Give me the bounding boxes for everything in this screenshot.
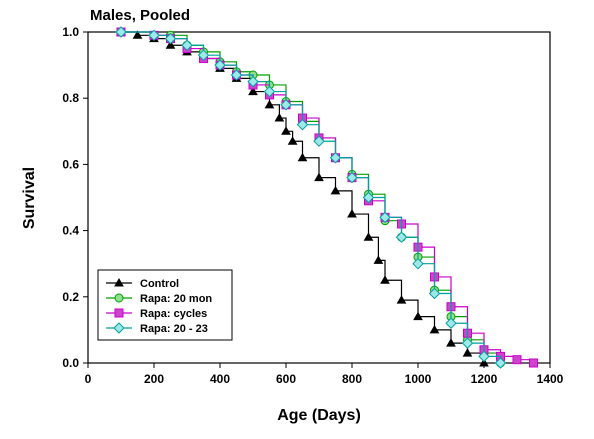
data-point <box>313 135 325 147</box>
data-point <box>230 69 243 81</box>
data-point <box>164 32 177 45</box>
data-point <box>346 171 358 184</box>
plot-area-frame <box>87 31 551 364</box>
chart-title: Males, Pooled <box>90 7 190 24</box>
y-tick-label: 0.4 <box>62 224 79 238</box>
legend-label: Rapa: cycles <box>140 308 207 320</box>
data-point <box>296 118 309 131</box>
data-point <box>248 86 258 96</box>
data-point <box>395 231 408 243</box>
legend-marker <box>114 277 124 287</box>
data-point <box>263 85 276 98</box>
legend-item: Rapa: cycles <box>106 308 207 320</box>
data-point <box>165 40 176 49</box>
y-tick-label: 1.0 <box>62 25 79 39</box>
data-point <box>429 324 440 334</box>
legend: Control Rapa: 20 mon Rapa: cycles Rapa: 20 … <box>97 269 233 341</box>
data-point <box>330 185 341 195</box>
data-point <box>379 211 391 224</box>
data-point <box>247 75 259 88</box>
legend-items: Control Rapa: 20 mon Rapa: cycles Rapa: 20 … <box>106 277 212 335</box>
data-point <box>373 255 384 264</box>
x-axis-label: Age (Days) <box>277 407 361 424</box>
data-point <box>494 357 507 369</box>
data-point <box>347 209 357 218</box>
series-3 <box>115 26 507 369</box>
data-point <box>363 232 374 241</box>
legend-label: Rapa: 20 mon <box>140 293 212 305</box>
data-point <box>479 357 489 367</box>
legend-marker <box>113 322 125 334</box>
legend-marker <box>114 293 124 303</box>
data-point <box>412 257 424 270</box>
data-point <box>297 152 308 162</box>
data-point <box>214 59 226 71</box>
data-point <box>380 275 390 284</box>
data-point <box>462 348 473 357</box>
data-point <box>132 30 143 39</box>
y-tick-label: 0.6 <box>62 157 79 171</box>
x-tick-label: 0 <box>85 372 92 386</box>
data-point <box>445 317 457 329</box>
data-point <box>413 311 423 321</box>
data-point <box>396 295 407 304</box>
data-point <box>314 172 324 182</box>
data-point <box>362 191 375 204</box>
data-point <box>281 126 291 135</box>
data-point <box>529 358 538 368</box>
data-point <box>478 350 490 363</box>
legend-label: Control <box>140 278 179 290</box>
x-tick-label: 1000 <box>405 372 432 386</box>
legend-marker <box>114 308 124 318</box>
x-tick-label: 400 <box>210 372 230 386</box>
legend-item: Rapa: 20 - 23 <box>106 322 208 335</box>
y-tick-label: 0.0 <box>62 356 79 370</box>
data-point <box>512 355 522 365</box>
legend-item: Rapa: 20 mon <box>106 293 212 305</box>
data-point <box>461 337 474 349</box>
series-layer <box>115 26 538 369</box>
x-tick-label: 600 <box>276 372 296 386</box>
x-tick-label: 1400 <box>537 372 564 386</box>
legend-item: Control <box>106 277 179 290</box>
x-tick-label: 800 <box>342 372 362 386</box>
data-point <box>148 29 160 42</box>
legend-label: Rapa: 20 - 23 <box>140 323 208 335</box>
data-point <box>274 113 285 122</box>
data-point <box>428 287 441 300</box>
y-tick-label: 0.8 <box>62 91 79 105</box>
data-point <box>287 136 298 145</box>
series-line <box>121 31 485 363</box>
data-point <box>329 152 342 164</box>
x-tick-label: 200 <box>144 372 164 386</box>
y-tick-label: 0.2 <box>62 290 79 304</box>
x-axis: 0 200 400 600 800 1000 1200 1400 <box>85 363 564 386</box>
data-point <box>280 99 292 111</box>
data-point <box>115 26 127 38</box>
x-tick-label: 1200 <box>471 372 498 386</box>
y-axis: 0.0 0.2 0.4 0.6 0.8 1.0 <box>62 25 88 370</box>
data-point <box>181 39 193 51</box>
data-point <box>264 99 275 109</box>
data-point <box>446 338 456 347</box>
data-point <box>197 49 210 61</box>
y-axis-label: Survival <box>21 167 38 229</box>
